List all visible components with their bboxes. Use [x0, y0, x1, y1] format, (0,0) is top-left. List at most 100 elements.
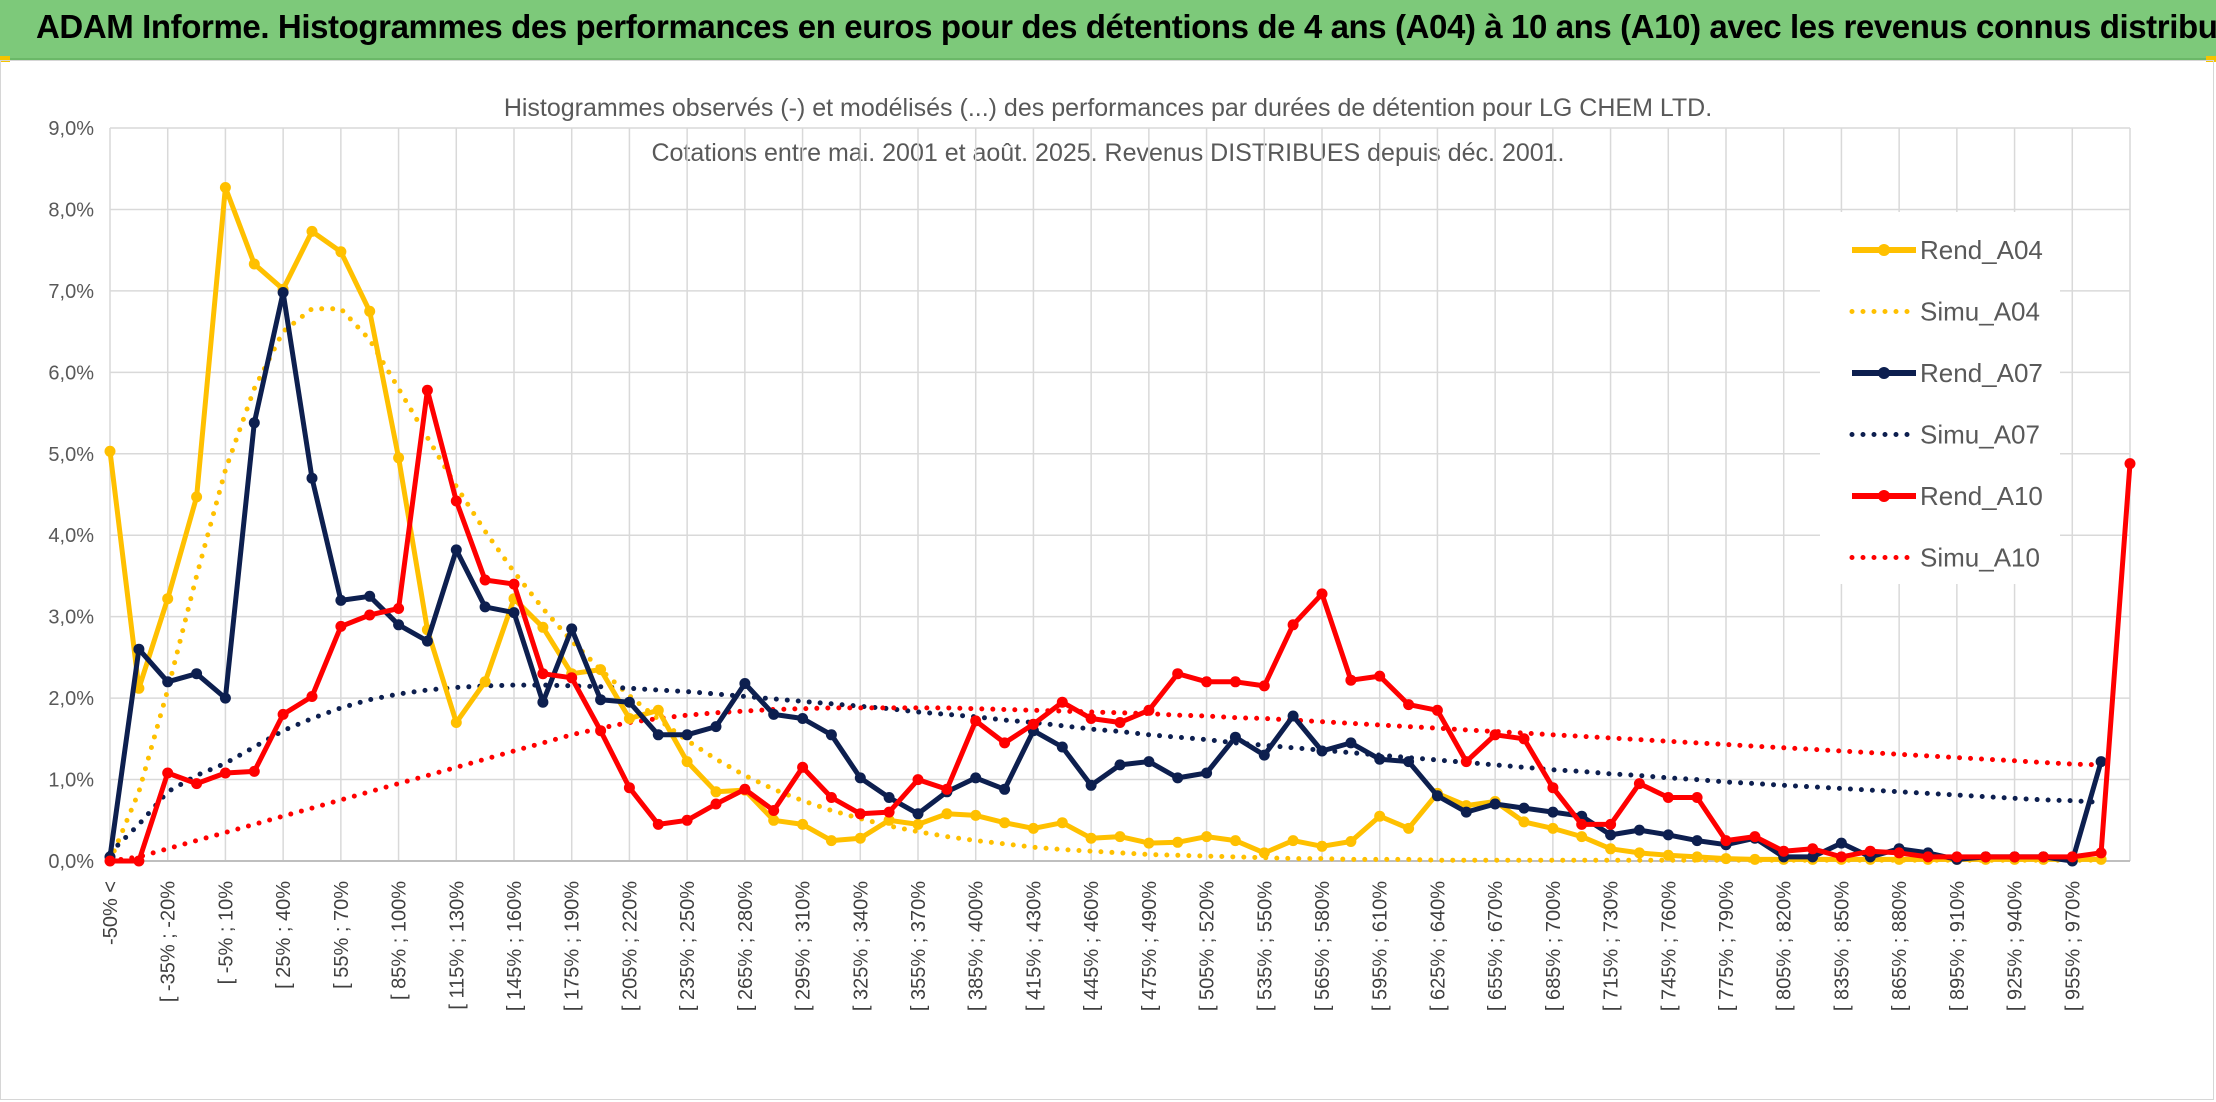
data-point [768, 805, 780, 816]
data-point [1807, 851, 1819, 863]
data-point [1287, 619, 1299, 631]
data-point [623, 713, 635, 724]
data-point [797, 713, 809, 724]
x-tick-label: -50% < [100, 881, 122, 945]
data-point [1633, 824, 1645, 836]
x-tick-label: [ 25% ; 40% [273, 881, 295, 989]
data-point [1085, 832, 1097, 844]
legend-item-simu_a04: Simu_A04 [1849, 297, 2040, 327]
data-point [941, 783, 953, 795]
data-point [1172, 668, 1184, 680]
data-point [421, 384, 433, 396]
data-point [162, 593, 174, 605]
data-point [508, 578, 520, 590]
data-point [854, 772, 866, 784]
data-point [1374, 753, 1386, 765]
legend-marker [1878, 367, 1890, 379]
legend-item-rend_a07: Rend_A07 [1852, 358, 2043, 388]
legend-label: Rend_A07 [1920, 358, 2043, 388]
series-line [107, 185, 2102, 862]
y-tick-label: 2,0% [48, 688, 94, 710]
x-tick-label: [ 295% ; 310% [793, 881, 815, 1011]
data-point [1576, 831, 1588, 843]
legend-box [1820, 212, 2060, 584]
report-banner: ADAM Informe. Histogrammes des performan… [0, 0, 2216, 60]
data-point [825, 729, 837, 741]
data-point [537, 696, 549, 708]
data-point [1460, 756, 1472, 768]
data-point [652, 729, 664, 741]
data-point [1374, 670, 1386, 682]
x-tick-label: [ 655% ; 670% [1485, 881, 1507, 1011]
data-point [191, 778, 203, 790]
legend-item-simu_a10: Simu_A10 [1849, 543, 2040, 573]
data-point [277, 287, 289, 298]
series-simu_a04 [107, 306, 2104, 864]
data-point [1316, 588, 1328, 600]
data-point [912, 818, 924, 830]
data-point [1056, 741, 1068, 753]
x-tick-label: [ 925% ; 940% [2005, 881, 2027, 1011]
corner-accent-right [2206, 56, 2216, 62]
data-point [2037, 851, 2049, 863]
y-tick-label: 3,0% [48, 607, 94, 629]
data-point [710, 721, 722, 733]
data-point [306, 472, 318, 484]
data-point [248, 417, 260, 429]
y-tick-label: 6,0% [48, 362, 94, 384]
data-point [1229, 731, 1241, 743]
data-point [335, 594, 347, 606]
data-point [1403, 822, 1415, 834]
data-point [999, 783, 1011, 795]
data-point [566, 623, 578, 635]
data-point [1691, 851, 1703, 863]
data-point [479, 601, 491, 613]
data-point [335, 620, 347, 632]
x-tick-label: [ 685% ; 700% [1543, 881, 1565, 1011]
chart-title: Histogrammes observés (-) et modélisés (… [504, 94, 1712, 122]
x-tick-label: [ 805% ; 820% [1774, 881, 1796, 1011]
data-point [1085, 779, 1097, 791]
data-point [595, 694, 607, 706]
legend-item-simu_a07: Simu_A07 [1849, 420, 2040, 450]
data-point [393, 619, 405, 631]
data-point [2124, 458, 2136, 470]
data-point [1374, 810, 1386, 822]
x-tick-label: [ -5% ; 10% [215, 881, 237, 985]
data-point [1922, 851, 1934, 863]
y-tick-label: 1,0% [48, 770, 94, 792]
data-point [854, 808, 866, 820]
data-point [883, 792, 895, 803]
x-axis: -50% < [ -35% ; -20% [ -5% ; 10% [ 25% ; 40… [100, 881, 2084, 1011]
data-point [1345, 836, 1357, 847]
data-point [306, 225, 318, 237]
data-point [248, 258, 260, 270]
data-point [1316, 840, 1328, 852]
y-tick-label: 8,0% [48, 199, 94, 221]
data-point [537, 621, 549, 633]
data-point [1518, 816, 1530, 828]
x-tick-label: [ 325% ; 340% [850, 881, 872, 1011]
data-point [970, 715, 982, 727]
legend-marker [1878, 244, 1890, 256]
data-point [450, 544, 462, 556]
data-point [970, 772, 982, 784]
data-point [133, 855, 145, 867]
data-point [623, 782, 635, 794]
x-tick-label: [ 115% ; 130% [446, 881, 468, 1010]
data-point [710, 798, 722, 810]
series-line [107, 306, 2104, 864]
data-point [1143, 756, 1155, 768]
data-point [1143, 837, 1155, 849]
data-point [1807, 843, 1819, 855]
data-point [623, 696, 635, 708]
data-point [912, 808, 924, 820]
chart-series [104, 182, 2136, 867]
data-point [2009, 851, 2021, 863]
data-point [1778, 845, 1790, 857]
y-axis: 0,0% 1,0% 2,0% 3,0% 4,0% 5,0% 6,0% 7,0% 8,0% 9,0% [48, 118, 94, 873]
data-point [1633, 778, 1645, 790]
data-point [595, 664, 607, 676]
data-point [1749, 831, 1761, 843]
